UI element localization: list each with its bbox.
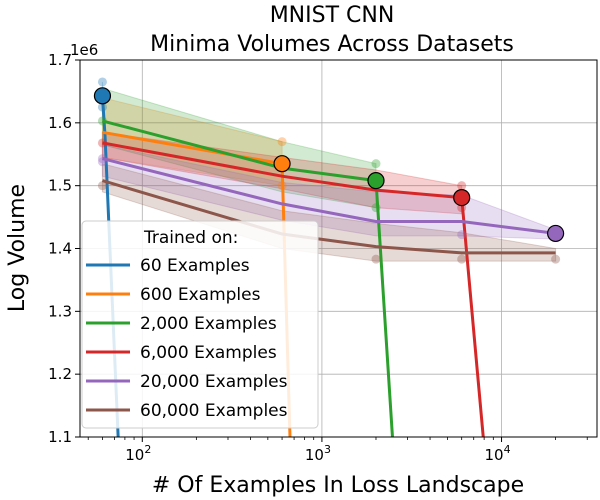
y-tick-label: 1.7: [48, 51, 72, 69]
faint-marker-60000: [97, 181, 107, 191]
faint-marker-2000: [97, 116, 107, 126]
legend-label-600: 600 Examples: [140, 285, 261, 305]
faint-marker-20000: [97, 154, 107, 164]
series-line-2000: [102, 119, 394, 437]
legend-label-20000: 20,000 Examples: [140, 372, 288, 392]
highlight-marker-60: [93, 87, 112, 105]
chart-title-line-1: MNIST CNN: [270, 3, 395, 28]
highlight-marker-2000: [367, 172, 385, 190]
series-line-60000: [101, 179, 556, 255]
faint-marker-2000: [371, 203, 381, 213]
y-offset-label: 1e6: [70, 41, 98, 59]
y-tick-label: 1.1: [48, 428, 72, 446]
legend-label-2000: 2,000 Examples: [140, 314, 277, 334]
series-line-20000: [102, 157, 556, 235]
highlight-marker-600: [273, 155, 291, 173]
faint-marker-600: [277, 181, 287, 191]
highlight-marker-6000: [453, 189, 471, 207]
band-2000: [101, 87, 377, 209]
faint-marker-60000: [371, 254, 381, 264]
faint-marker-60000: [457, 254, 467, 264]
faint-marker-20000: [457, 230, 467, 240]
y-tick-label: 1.5: [48, 177, 72, 195]
x-tick-label: 104: [484, 443, 510, 464]
y-tick-label: 1.4: [48, 240, 72, 258]
legend-box: [81, 220, 319, 429]
faint-marker-2000: [371, 159, 381, 169]
legend-title: Trained on:: [143, 228, 238, 248]
faint-marker-60: [97, 102, 107, 112]
faint-marker-6000: [97, 138, 107, 148]
y-tick-label: 1.2: [48, 365, 72, 383]
legend-label-60000: 60,000 Examples: [140, 401, 288, 421]
y-axis-label: Log Volume: [5, 184, 30, 312]
faint-marker-60: [97, 77, 107, 87]
chart-title-line-2: Minima Volumes Across Datasets: [150, 32, 514, 57]
highlight-marker-20000: [547, 224, 565, 243]
legend-label-6000: 6,000 Examples: [140, 343, 277, 363]
faint-marker-600: [277, 137, 287, 147]
legend-label-60: 60 Examples: [140, 256, 250, 276]
x-tick-label: 102: [125, 443, 151, 464]
faint-marker-60000: [551, 254, 561, 264]
y-tick-label: 1.3: [48, 302, 72, 320]
series-line-6000: [102, 141, 485, 437]
faint-marker-20000: [97, 157, 107, 167]
legend: Trained on: 60 Examples 600 Examples 2,000 …: [81, 220, 319, 429]
faint-marker-6000: [457, 181, 467, 191]
y-tick-label: 1.6: [48, 114, 72, 132]
x-tick-label: 103: [305, 443, 331, 464]
x-axis-label: # Of Examples In Loss Landscape: [152, 473, 524, 498]
series-markers: [93, 77, 565, 264]
